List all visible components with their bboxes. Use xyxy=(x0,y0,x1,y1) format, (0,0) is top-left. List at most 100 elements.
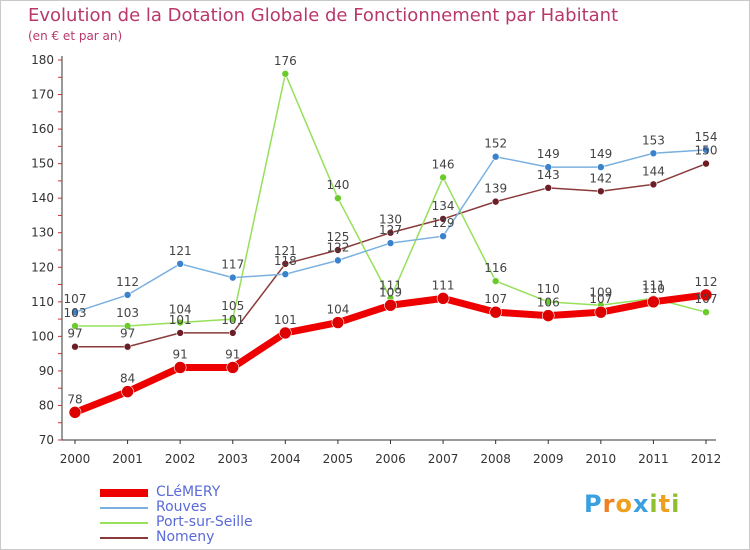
legend-swatch xyxy=(100,489,148,497)
y-tick-label: 140 xyxy=(31,191,54,205)
data-label-nomeny: 142 xyxy=(589,171,612,185)
data-label-rouves: 118 xyxy=(274,254,297,268)
x-tick-label: 2011 xyxy=(638,452,669,466)
data-point-nomeny xyxy=(71,342,79,351)
data-label-nomeny: 139 xyxy=(484,182,507,196)
data-point-port-sur-seille xyxy=(491,277,500,285)
data-point-rouves xyxy=(544,163,553,171)
data-point-rouves xyxy=(649,149,658,158)
legend-label: Port-sur-Seille xyxy=(156,514,253,530)
legend-item: Rouves xyxy=(100,499,420,515)
data-label-port-sur-seille: 105 xyxy=(221,299,244,313)
logo-letter: i xyxy=(671,490,681,518)
data-point-nomeny xyxy=(228,329,237,337)
x-tick-label: 2009 xyxy=(533,452,564,466)
data-label-nomeny: 150 xyxy=(695,144,718,158)
data-label-port-sur-seille: 103 xyxy=(64,306,87,320)
data-label-cl-mery: 104 xyxy=(326,303,349,317)
data-point-cl-mery xyxy=(279,326,292,340)
data-point-port-sur-seille xyxy=(281,70,290,78)
data-label-port-sur-seille: 110 xyxy=(537,282,560,296)
data-label-rouves: 127 xyxy=(379,223,402,237)
data-label-rouves: 112 xyxy=(116,275,139,289)
x-tick-label: 2012 xyxy=(691,452,722,466)
data-point-rouves xyxy=(597,163,605,171)
data-label-nomeny: 97 xyxy=(67,327,82,341)
data-point-cl-mery xyxy=(121,385,134,398)
y-tick-label: 80 xyxy=(39,398,54,412)
legend-item: Nomeny xyxy=(100,529,420,545)
data-point-nomeny xyxy=(334,246,342,254)
data-label-port-sur-seille: 109 xyxy=(589,285,612,299)
data-label-rouves: 153 xyxy=(642,133,665,147)
data-label-rouves: 149 xyxy=(537,147,560,161)
data-point-cl-mery xyxy=(699,288,713,302)
data-point-nomeny xyxy=(491,197,500,206)
data-point-port-sur-seille xyxy=(71,322,79,330)
data-label-port-sur-seille: 140 xyxy=(326,178,349,192)
y-tick-label: 170 xyxy=(31,88,54,102)
logo-letter: o xyxy=(615,490,633,518)
proxiti-logo: Proxiti xyxy=(584,490,680,518)
y-tick-label: 100 xyxy=(31,329,54,343)
x-tick-label: 2005 xyxy=(323,452,354,466)
data-label-port-sur-seille: 146 xyxy=(432,157,455,171)
x-tick-label: 2002 xyxy=(165,452,196,466)
legend-item: CLéMERY xyxy=(100,484,420,500)
data-label-rouves: 154 xyxy=(695,130,718,144)
logo-letter: r xyxy=(602,490,616,518)
data-point-nomeny xyxy=(544,184,553,192)
data-point-rouves xyxy=(71,308,79,316)
data-point-nomeny xyxy=(702,159,710,168)
data-label-cl-mery: 109 xyxy=(379,285,402,299)
data-point-port-sur-seille xyxy=(544,298,553,306)
data-label-rouves: 149 xyxy=(589,147,612,161)
data-label-rouves: 107 xyxy=(64,292,87,306)
data-label-cl-mery: 110 xyxy=(642,282,665,296)
data-point-cl-mery xyxy=(173,361,187,374)
y-tick-label: 180 xyxy=(31,53,54,67)
data-point-cl-mery xyxy=(541,309,555,322)
data-label-cl-mery: 91 xyxy=(173,347,188,361)
data-label-rouves: 121 xyxy=(169,244,192,258)
data-point-nomeny xyxy=(123,342,132,351)
data-point-nomeny xyxy=(439,215,447,223)
data-label-port-sur-seille: 111 xyxy=(379,278,402,292)
y-tick-label: 160 xyxy=(31,122,54,136)
data-point-cl-mery xyxy=(489,305,502,319)
data-point-port-sur-seille xyxy=(176,318,184,327)
logo-letter: P xyxy=(584,490,603,518)
data-label-cl-mery: 101 xyxy=(274,313,297,327)
data-label-rouves: 122 xyxy=(326,240,349,254)
data-label-cl-mery: 112 xyxy=(695,275,718,289)
data-label-rouves: 117 xyxy=(221,258,244,272)
data-label-cl-mery: 111 xyxy=(432,278,455,292)
legend-swatch xyxy=(100,507,148,509)
data-point-rouves xyxy=(176,260,184,268)
legend-label: Nomeny xyxy=(156,529,215,545)
data-point-cl-mery xyxy=(384,298,397,312)
data-label-rouves: 129 xyxy=(432,216,455,230)
data-point-cl-mery xyxy=(647,295,660,309)
data-point-rouves xyxy=(439,232,447,240)
data-point-rouves xyxy=(386,239,395,247)
x-tick-label: 2006 xyxy=(375,452,406,466)
legend-item: Port-sur-Seille xyxy=(100,514,420,530)
y-tick-label: 90 xyxy=(39,364,54,378)
data-point-cl-mery xyxy=(226,361,240,374)
data-point-port-sur-seille xyxy=(702,308,710,316)
data-point-nomeny xyxy=(649,180,658,189)
data-point-port-sur-seille xyxy=(334,194,342,202)
chart-title: Evolution de la Dotation Globale de Fonc… xyxy=(28,5,619,26)
data-point-port-sur-seille xyxy=(439,173,447,182)
data-label-port-sur-seille: 176 xyxy=(274,54,297,68)
x-tick-label: 2000 xyxy=(60,452,91,466)
data-point-nomeny xyxy=(176,329,184,337)
data-label-cl-mery: 107 xyxy=(484,292,507,306)
data-label-port-sur-seille: 103 xyxy=(116,306,139,320)
legend-swatch xyxy=(100,522,148,524)
y-tick-label: 120 xyxy=(31,260,54,274)
data-label-nomeny: 144 xyxy=(642,164,665,178)
data-label-port-sur-seille: 104 xyxy=(169,303,192,317)
